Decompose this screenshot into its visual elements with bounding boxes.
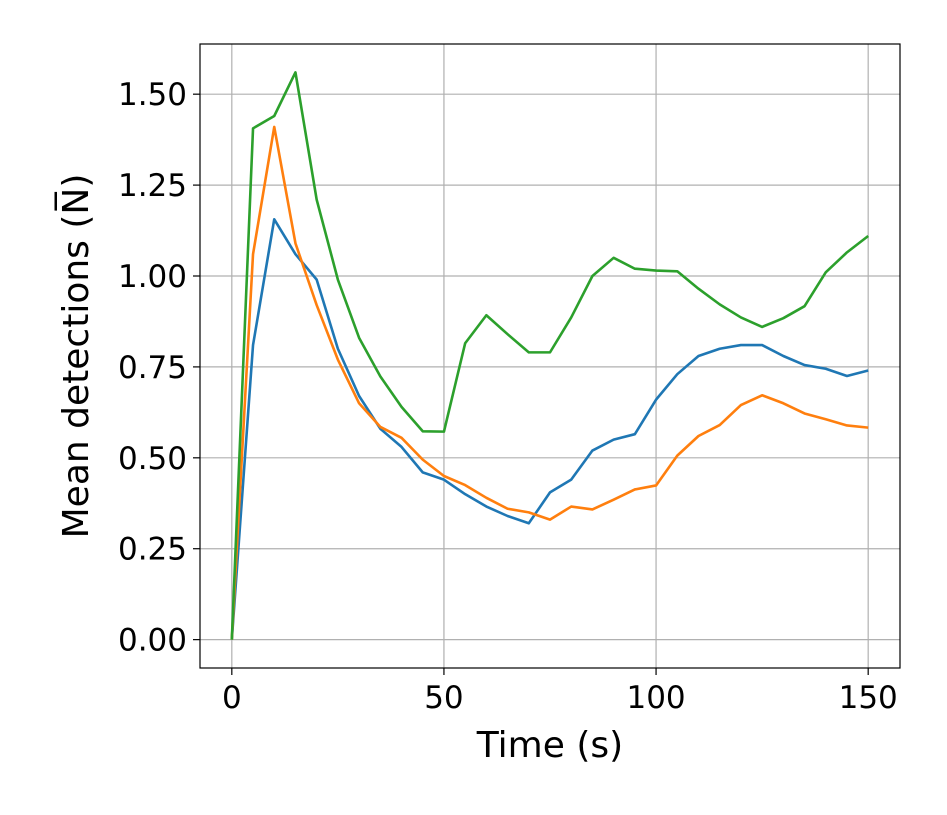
y-tick-label: 0.25 <box>118 532 187 568</box>
y-tick-label: 0.00 <box>118 623 187 659</box>
x-axis-label: Time (s) <box>476 725 623 766</box>
y-tick-label: 1.50 <box>118 77 187 113</box>
line-series <box>230 125 869 640</box>
plot-frame <box>199 43 901 669</box>
x-tick-label: 100 <box>626 680 685 716</box>
line-series <box>230 217 869 640</box>
y-axis-label: Mean detections (N̅) <box>54 174 97 539</box>
line-series <box>230 71 869 640</box>
y-tick-label: 0.50 <box>118 441 187 477</box>
x-tick-label: 50 <box>424 680 463 716</box>
y-tick-label: 1.25 <box>118 168 187 204</box>
x-tick-label: 150 <box>839 680 898 716</box>
y-tick-label: 0.75 <box>118 350 187 386</box>
x-tick-label: 0 <box>222 680 242 716</box>
y-tick-label: 1.00 <box>118 259 187 295</box>
